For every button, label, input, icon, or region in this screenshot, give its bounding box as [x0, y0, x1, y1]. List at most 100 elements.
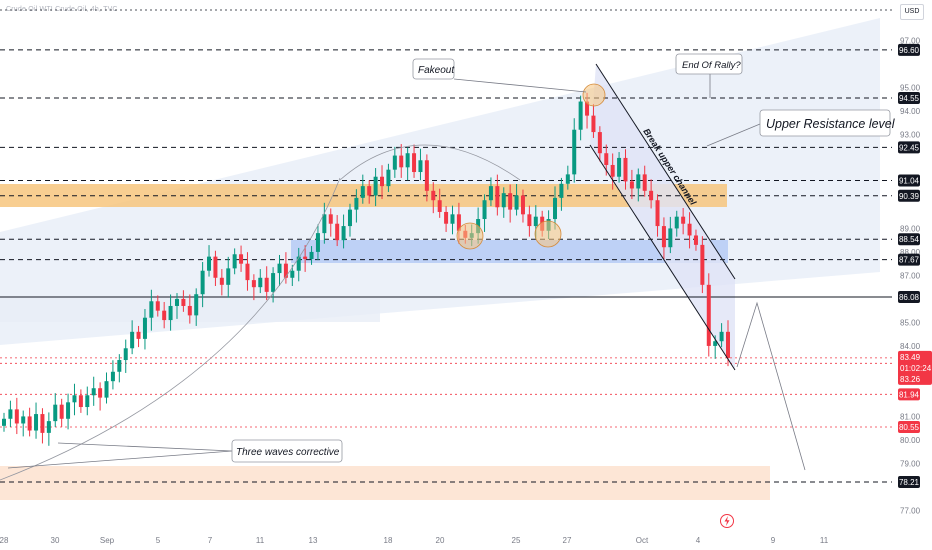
time-tick-label: 18: [384, 536, 393, 545]
candle-body: [649, 190, 654, 201]
candle-body: [8, 409, 13, 419]
candle-body: [85, 395, 90, 408]
price-tick-label: 85.00: [900, 318, 921, 327]
candle-body: [405, 153, 410, 168]
price-tag-label: 80.55: [899, 423, 920, 432]
price-tag: [898, 388, 920, 401]
candle-body: [27, 416, 32, 431]
candle-body: [181, 298, 186, 306]
candle-body: [21, 416, 26, 424]
candle-body: [565, 174, 570, 184]
annotation-connectors: [7, 74, 761, 469]
candle-body: [98, 388, 103, 398]
price-tag: [898, 174, 920, 187]
price-tag-label: 81.94: [899, 390, 920, 399]
price-tag: [898, 253, 920, 266]
time-tick-label: 25: [512, 536, 521, 545]
price-tick-label: 77.00: [900, 506, 921, 515]
candle-body: [239, 254, 244, 264]
candle-body: [597, 132, 602, 154]
candle-body: [719, 331, 724, 342]
candle-body: [162, 310, 167, 321]
price-tag: [898, 92, 920, 104]
candle-body: [117, 360, 122, 372]
lightning-icon[interactable]: [719, 513, 735, 529]
price-tag-label: 88.54: [899, 235, 920, 244]
candle-body: [591, 115, 596, 133]
time-tick-label: 28: [0, 536, 9, 545]
candle-body: [380, 176, 385, 187]
candle-body: [283, 263, 288, 278]
candle-body: [610, 164, 615, 177]
time-tick-label: 4: [696, 536, 701, 545]
candle-body: [187, 305, 192, 316]
candle-body: [661, 226, 666, 248]
candle-body: [174, 298, 179, 306]
candle-body: [559, 183, 564, 198]
candle-body: [136, 331, 141, 339]
price-axis[interactable]: 97.0095.0094.0093.0091.0089.0088.0087.00…: [900, 36, 921, 515]
candle-body: [219, 277, 224, 285]
candle-body: [303, 256, 308, 259]
currency-button[interactable]: USD: [900, 4, 924, 20]
candle-body: [290, 270, 295, 278]
candle-body: [431, 190, 436, 201]
candle-body: [623, 157, 628, 182]
highlight-circles: [456, 83, 606, 250]
candle-body: [123, 348, 128, 361]
left-arc: [0, 177, 341, 481]
price-tag-label: 92.45: [899, 143, 920, 152]
candle-body: [629, 181, 634, 189]
candle-body: [296, 256, 301, 271]
price-tick-label: 80.00: [900, 436, 921, 445]
candle-body: [508, 193, 513, 210]
price-tick-label: 84.00: [900, 342, 921, 351]
candle-body: [226, 268, 231, 285]
candle-body: [72, 395, 77, 403]
time-tick-label: 20: [436, 536, 445, 545]
candle-body: [34, 414, 39, 431]
candle-body: [142, 317, 147, 339]
candle-body: [482, 200, 487, 220]
candle-body: [130, 331, 135, 349]
candle-body: [700, 244, 705, 285]
candle-body: [681, 216, 686, 224]
candle-body: [78, 395, 83, 408]
price-tag: [898, 189, 920, 202]
candle-body: [399, 155, 404, 168]
candle-body: [437, 200, 442, 212]
time-axis[interactable]: 28 30 Sep 5 7 11 13 18 20 25 27 Oct 4 9 11: [0, 536, 829, 545]
candle-body: [168, 305, 173, 321]
time-tick-label: 27: [563, 536, 572, 545]
price-tick-label: 89.00: [900, 224, 921, 233]
projection-path: [736, 301, 806, 471]
chart-zones: [0, 18, 880, 500]
candle-body: [245, 263, 250, 281]
candle-body: [424, 160, 429, 191]
price-tick-label: 94.00: [900, 107, 921, 116]
candle-body: [456, 214, 461, 231]
price-tag-label: 91.04: [899, 176, 920, 185]
candles: [2, 92, 730, 446]
candle-body: [636, 174, 641, 189]
price-tag: [898, 141, 920, 154]
candle-body: [66, 402, 71, 419]
candle-body: [726, 331, 730, 358]
candle-body: [200, 270, 205, 295]
candle-body: [46, 421, 51, 433]
symbol-title: Crude Oil WTI Crude Oil, 4h, TVC: [6, 6, 118, 13]
candle-body: [386, 169, 391, 187]
annotation-fakeout: Fakeout: [412, 58, 455, 80]
candle-body: [585, 101, 590, 116]
bottom-circle-2: [534, 220, 562, 248]
candle-body: [713, 341, 718, 346]
candle-body: [110, 371, 115, 382]
candle-body: [533, 216, 538, 227]
time-tick-label: 30: [51, 536, 60, 545]
price-tags: 96.60 94.55 92.45 91.04 90.39 88.54 87.67 86.08…: [898, 43, 932, 488]
candle-body: [367, 186, 372, 196]
ascending-channel: [0, 18, 880, 345]
price-tag-label: 78.21: [899, 478, 920, 487]
current-price-tag: [898, 350, 932, 385]
